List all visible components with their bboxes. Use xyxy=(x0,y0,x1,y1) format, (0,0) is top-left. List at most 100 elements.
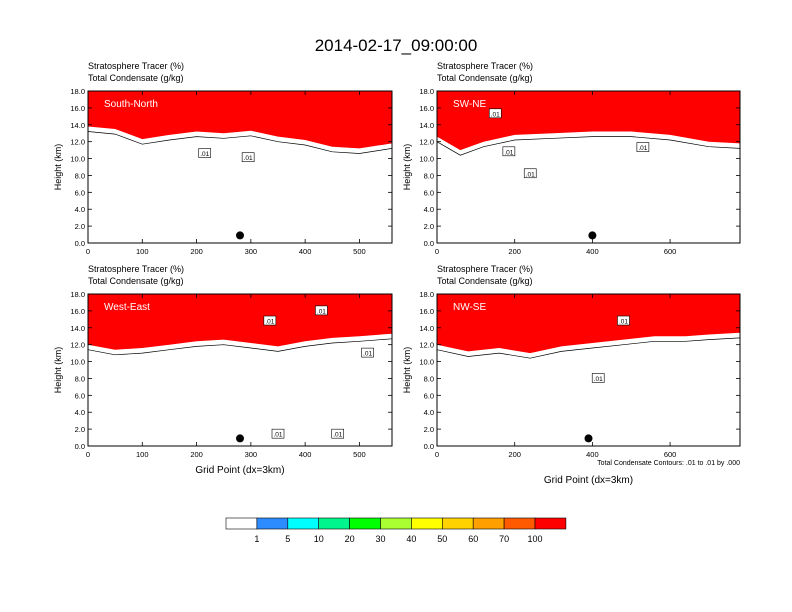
y-tick-label: 2.0 xyxy=(75,222,85,231)
y-tick-label: 18.0 xyxy=(70,87,85,96)
condensate-contour xyxy=(437,337,740,359)
colorbar-segment xyxy=(503,517,536,530)
x-tick-label: 200 xyxy=(190,450,203,459)
surface-marker xyxy=(584,434,593,443)
y-tick-label: 14.0 xyxy=(419,324,434,333)
contour-label-box xyxy=(241,152,255,163)
panel-title-line1: Stratosphere Tracer (%) xyxy=(88,61,184,71)
surface-marker xyxy=(236,434,244,443)
panel-title-line2: Total Condensate (g/kg) xyxy=(437,276,533,286)
panel-3: Stratosphere Tracer (%) Total Condensate … xyxy=(53,264,393,476)
panel-title-line1: Stratosphere Tracer (%) xyxy=(437,61,533,71)
x-tick-label: 400 xyxy=(299,247,312,256)
colorbar-label: 5 xyxy=(285,534,290,544)
colorbar-label: 100 xyxy=(527,534,542,544)
x-tick-label: 600 xyxy=(664,450,677,459)
y-tick-label: 4.0 xyxy=(424,205,434,214)
y-tick-label: 12.0 xyxy=(419,341,434,350)
panels-group: Stratosphere Tracer (%) Total Condensate … xyxy=(53,61,741,486)
panel-title-line2: Total Condensate (g/kg) xyxy=(88,276,184,286)
panel-2: Stratosphere Tracer (%) Total Condensate … xyxy=(402,61,741,256)
colorbar-label: 1 xyxy=(254,534,259,544)
plot-frame xyxy=(87,90,393,244)
panel-label: South-North xyxy=(104,99,158,110)
contour-label: .01 xyxy=(594,376,603,383)
panel-4: Stratosphere Tracer (%) Total Condensate … xyxy=(402,264,741,486)
contour-label: .01 xyxy=(638,145,647,152)
figure-title: 2014-02-17_09:00:00 xyxy=(315,36,478,55)
surface-marker xyxy=(588,231,597,240)
y-tick-label: 8.0 xyxy=(75,171,85,180)
y-tick-label: 2.0 xyxy=(424,425,434,434)
tracer-band-red xyxy=(437,91,740,151)
y-tick-label: 16.0 xyxy=(70,104,85,113)
y-tick-label: 10.0 xyxy=(70,155,85,164)
y-tick-label: 4.0 xyxy=(75,408,85,417)
contour-label-box xyxy=(617,315,630,326)
y-tick-label: 2.0 xyxy=(75,425,85,434)
contour-label-box xyxy=(198,148,212,158)
contour-label: .01 xyxy=(317,308,326,315)
y-axis-label: Height (km) xyxy=(402,347,412,394)
colorbar-label: 40 xyxy=(406,534,416,544)
condensate-contour xyxy=(88,131,392,154)
colorbar-segment xyxy=(472,517,505,530)
colorbar-label: 20 xyxy=(345,534,355,544)
colorbar-label: 30 xyxy=(375,534,385,544)
contour-label-box xyxy=(591,373,605,383)
y-tick-label: 6.0 xyxy=(424,188,434,197)
panel-1: Stratosphere Tracer (%) Total Condensate … xyxy=(53,61,393,256)
contour-label: .01 xyxy=(200,151,209,158)
y-tick-label: 6.0 xyxy=(75,188,85,197)
panel-label: NW-SE xyxy=(453,302,486,313)
x-axis-label: Grid Point (dx=3km) xyxy=(544,475,633,486)
y-axis-label: Height (km) xyxy=(402,144,412,191)
y-tick-label: 0.0 xyxy=(75,239,85,248)
colorbar-segment xyxy=(411,517,443,530)
condensate-contour xyxy=(88,338,392,356)
colorbar-segment xyxy=(318,517,350,530)
contour-label-box xyxy=(331,428,345,439)
y-tick-label: 16.0 xyxy=(419,307,434,316)
plot-area: .01 .01 .01 .01 .01 xyxy=(88,294,392,446)
x-tick-label: 400 xyxy=(586,450,599,459)
surface-marker xyxy=(236,231,244,240)
panel-title-line2: Total Condensate (g/kg) xyxy=(88,73,184,83)
x-tick-label: 200 xyxy=(508,450,521,459)
y-tick-label: 4.0 xyxy=(424,408,434,417)
y-axis-label: Height (km) xyxy=(53,347,63,394)
x-tick-label: 0 xyxy=(435,450,439,459)
y-tick-label: 4.0 xyxy=(75,205,85,214)
plot-frame xyxy=(436,293,741,447)
colorbar-label: 10 xyxy=(314,534,324,544)
y-tick-label: 0.0 xyxy=(424,239,434,248)
colorbar-label: 50 xyxy=(437,534,447,544)
y-tick-label: 6.0 xyxy=(75,391,85,400)
tracer-band-red xyxy=(88,91,392,149)
contour-label-box xyxy=(263,315,277,326)
x-tick-label: 400 xyxy=(586,247,599,256)
contour-label-box xyxy=(636,142,650,152)
y-tick-label: 10.0 xyxy=(419,155,434,164)
y-tick-label: 8.0 xyxy=(424,374,434,383)
x-tick-label: 500 xyxy=(353,247,366,256)
y-tick-label: 8.0 xyxy=(75,374,85,383)
x-tick-label: 200 xyxy=(190,247,203,256)
x-axis-label: Grid Point (dx=3km) xyxy=(195,465,284,476)
y-tick-label: 0.0 xyxy=(75,442,85,451)
colorbar-segment xyxy=(534,517,567,530)
y-tick-label: 18.0 xyxy=(70,290,85,299)
x-tick-label: 0 xyxy=(435,247,439,256)
y-tick-label: 12.0 xyxy=(70,341,85,350)
colorbar-segment xyxy=(349,517,381,530)
y-tick-label: 12.0 xyxy=(70,138,85,147)
y-tick-label: 16.0 xyxy=(70,307,85,316)
colorbar-segment xyxy=(380,517,412,530)
panel-label: SW-NE xyxy=(453,99,486,110)
x-tick-label: 100 xyxy=(136,450,149,459)
contour-label: .01 xyxy=(363,351,372,358)
colorbar-segment xyxy=(441,517,474,530)
y-tick-label: 6.0 xyxy=(424,391,434,400)
plot-area: .01 .01 xyxy=(88,91,392,243)
y-tick-label: 12.0 xyxy=(419,138,434,147)
